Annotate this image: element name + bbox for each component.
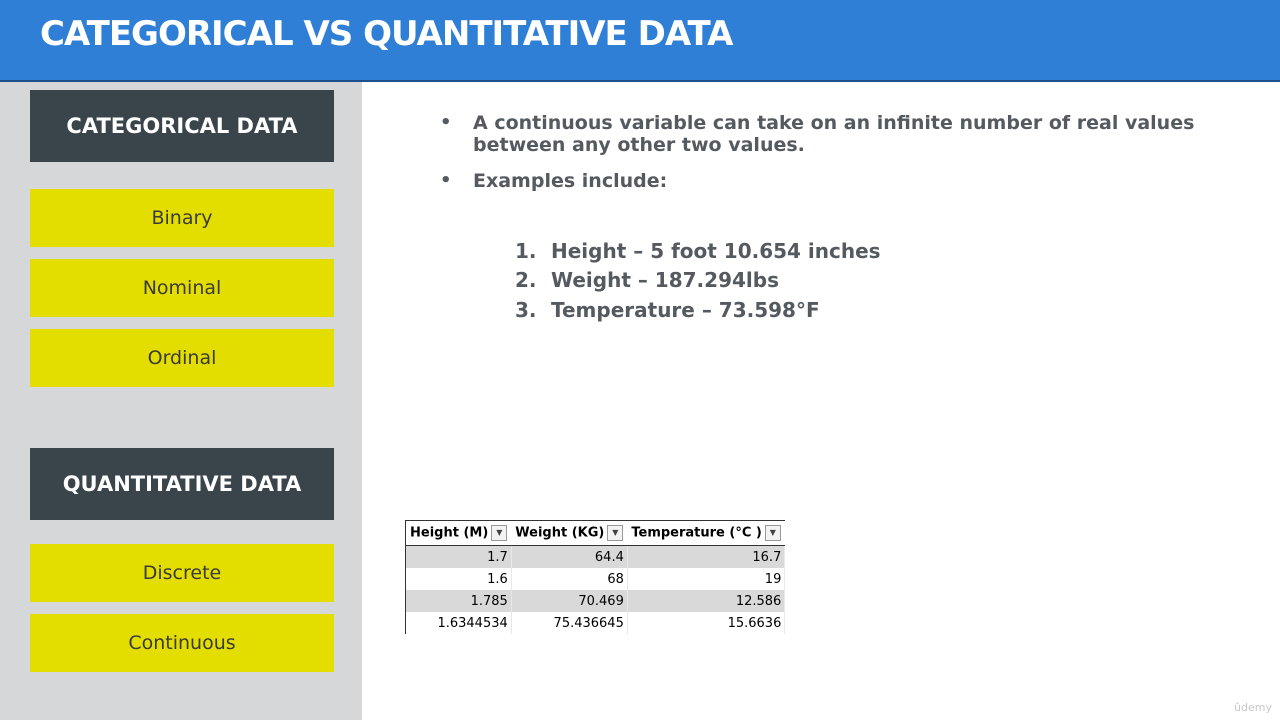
example-text: Height – 5 foot 10.654 inches [551,238,881,263]
quantitative-data-header: QUANTITATIVE DATA [30,448,334,520]
table-cell: 12.586 [627,590,786,612]
table-header-row: Height (M) ▼ Weight (KG) ▼ Temperature (°C… [405,520,785,546]
example-number: 1. [515,238,537,263]
table-cell: 68 [511,568,628,590]
categorical-data-header: CATEGORICAL DATA [30,90,334,162]
bullet-item: • Examples include: [440,170,1220,192]
table-row: 1.785 70.469 12.586 [405,590,786,612]
column-header-label: Height (M) [410,525,489,541]
column-header-label: Temperature (°C ) [631,525,762,541]
table-row: 1.7 64.4 16.7 [405,545,786,568]
bullet-text: Examples include: [473,170,668,192]
example-text: Temperature – 73.598°F [551,297,820,322]
table-row: 1.6 68 19 [405,568,786,590]
title-bar: CATEGORICAL VS QUANTITATIVE DATA [0,0,1280,82]
table-cell: 15.6636 [627,612,786,634]
table-cell: 16.7 [627,545,786,568]
bullet-text: A continuous variable can take on an inf… [473,112,1195,156]
page-title: CATEGORICAL VS QUANTITATIVE DATA [40,14,733,54]
table-cell: 19 [627,568,786,590]
sidebar: CATEGORICAL DATA Binary Nominal Ordinal … [0,82,362,720]
udemy-watermark: ûdemy [1234,701,1272,714]
example-text: Weight – 187.294lbs [551,268,779,293]
data-table: Height (M) ▼ Weight (KG) ▼ Temperature (°C… [405,520,786,634]
table-cell: 1.785 [405,590,512,612]
nominal-box: Nominal [30,259,334,317]
filter-dropdown-icon[interactable]: ▼ [607,525,624,541]
column-header-height[interactable]: Height (M) ▼ [405,520,512,546]
example-item: 3. Temperature – 73.598°F [515,295,881,325]
filter-dropdown-icon[interactable]: ▼ [491,525,508,541]
continuous-box: Continuous [30,614,334,672]
column-header-temperature[interactable]: Temperature (°C ) ▼ [627,520,785,546]
ordinal-box: Ordinal [30,329,334,387]
table-cell: 1.6 [405,568,512,590]
bullet-dot-icon: • [440,170,452,191]
column-header-label: Weight (KG) [515,525,605,541]
discrete-box: Discrete [30,544,334,602]
bullet-item: • A continuous variable can take on an i… [440,112,1220,156]
table-cell: 1.6344534 [405,612,512,634]
bullet-dot-icon: • [440,112,452,133]
example-number: 3. [515,297,537,322]
bullet-list: • A continuous variable can take on an i… [440,112,1220,206]
example-number: 2. [515,268,537,293]
table-cell: 75.436645 [511,612,628,634]
table-cell: 64.4 [511,545,628,568]
examples-list: 1. Height – 5 foot 10.654 inches 2. Weig… [515,236,881,325]
example-item: 2. Weight – 187.294lbs [515,266,881,296]
column-header-weight[interactable]: Weight (KG) ▼ [511,520,628,546]
filter-dropdown-icon[interactable]: ▼ [764,525,781,541]
binary-box: Binary [30,189,334,247]
table-cell: 70.469 [511,590,628,612]
example-item: 1. Height – 5 foot 10.654 inches [515,236,881,266]
table-cell: 1.7 [405,545,512,568]
table-row: 1.6344534 75.436645 15.6636 [405,612,786,634]
